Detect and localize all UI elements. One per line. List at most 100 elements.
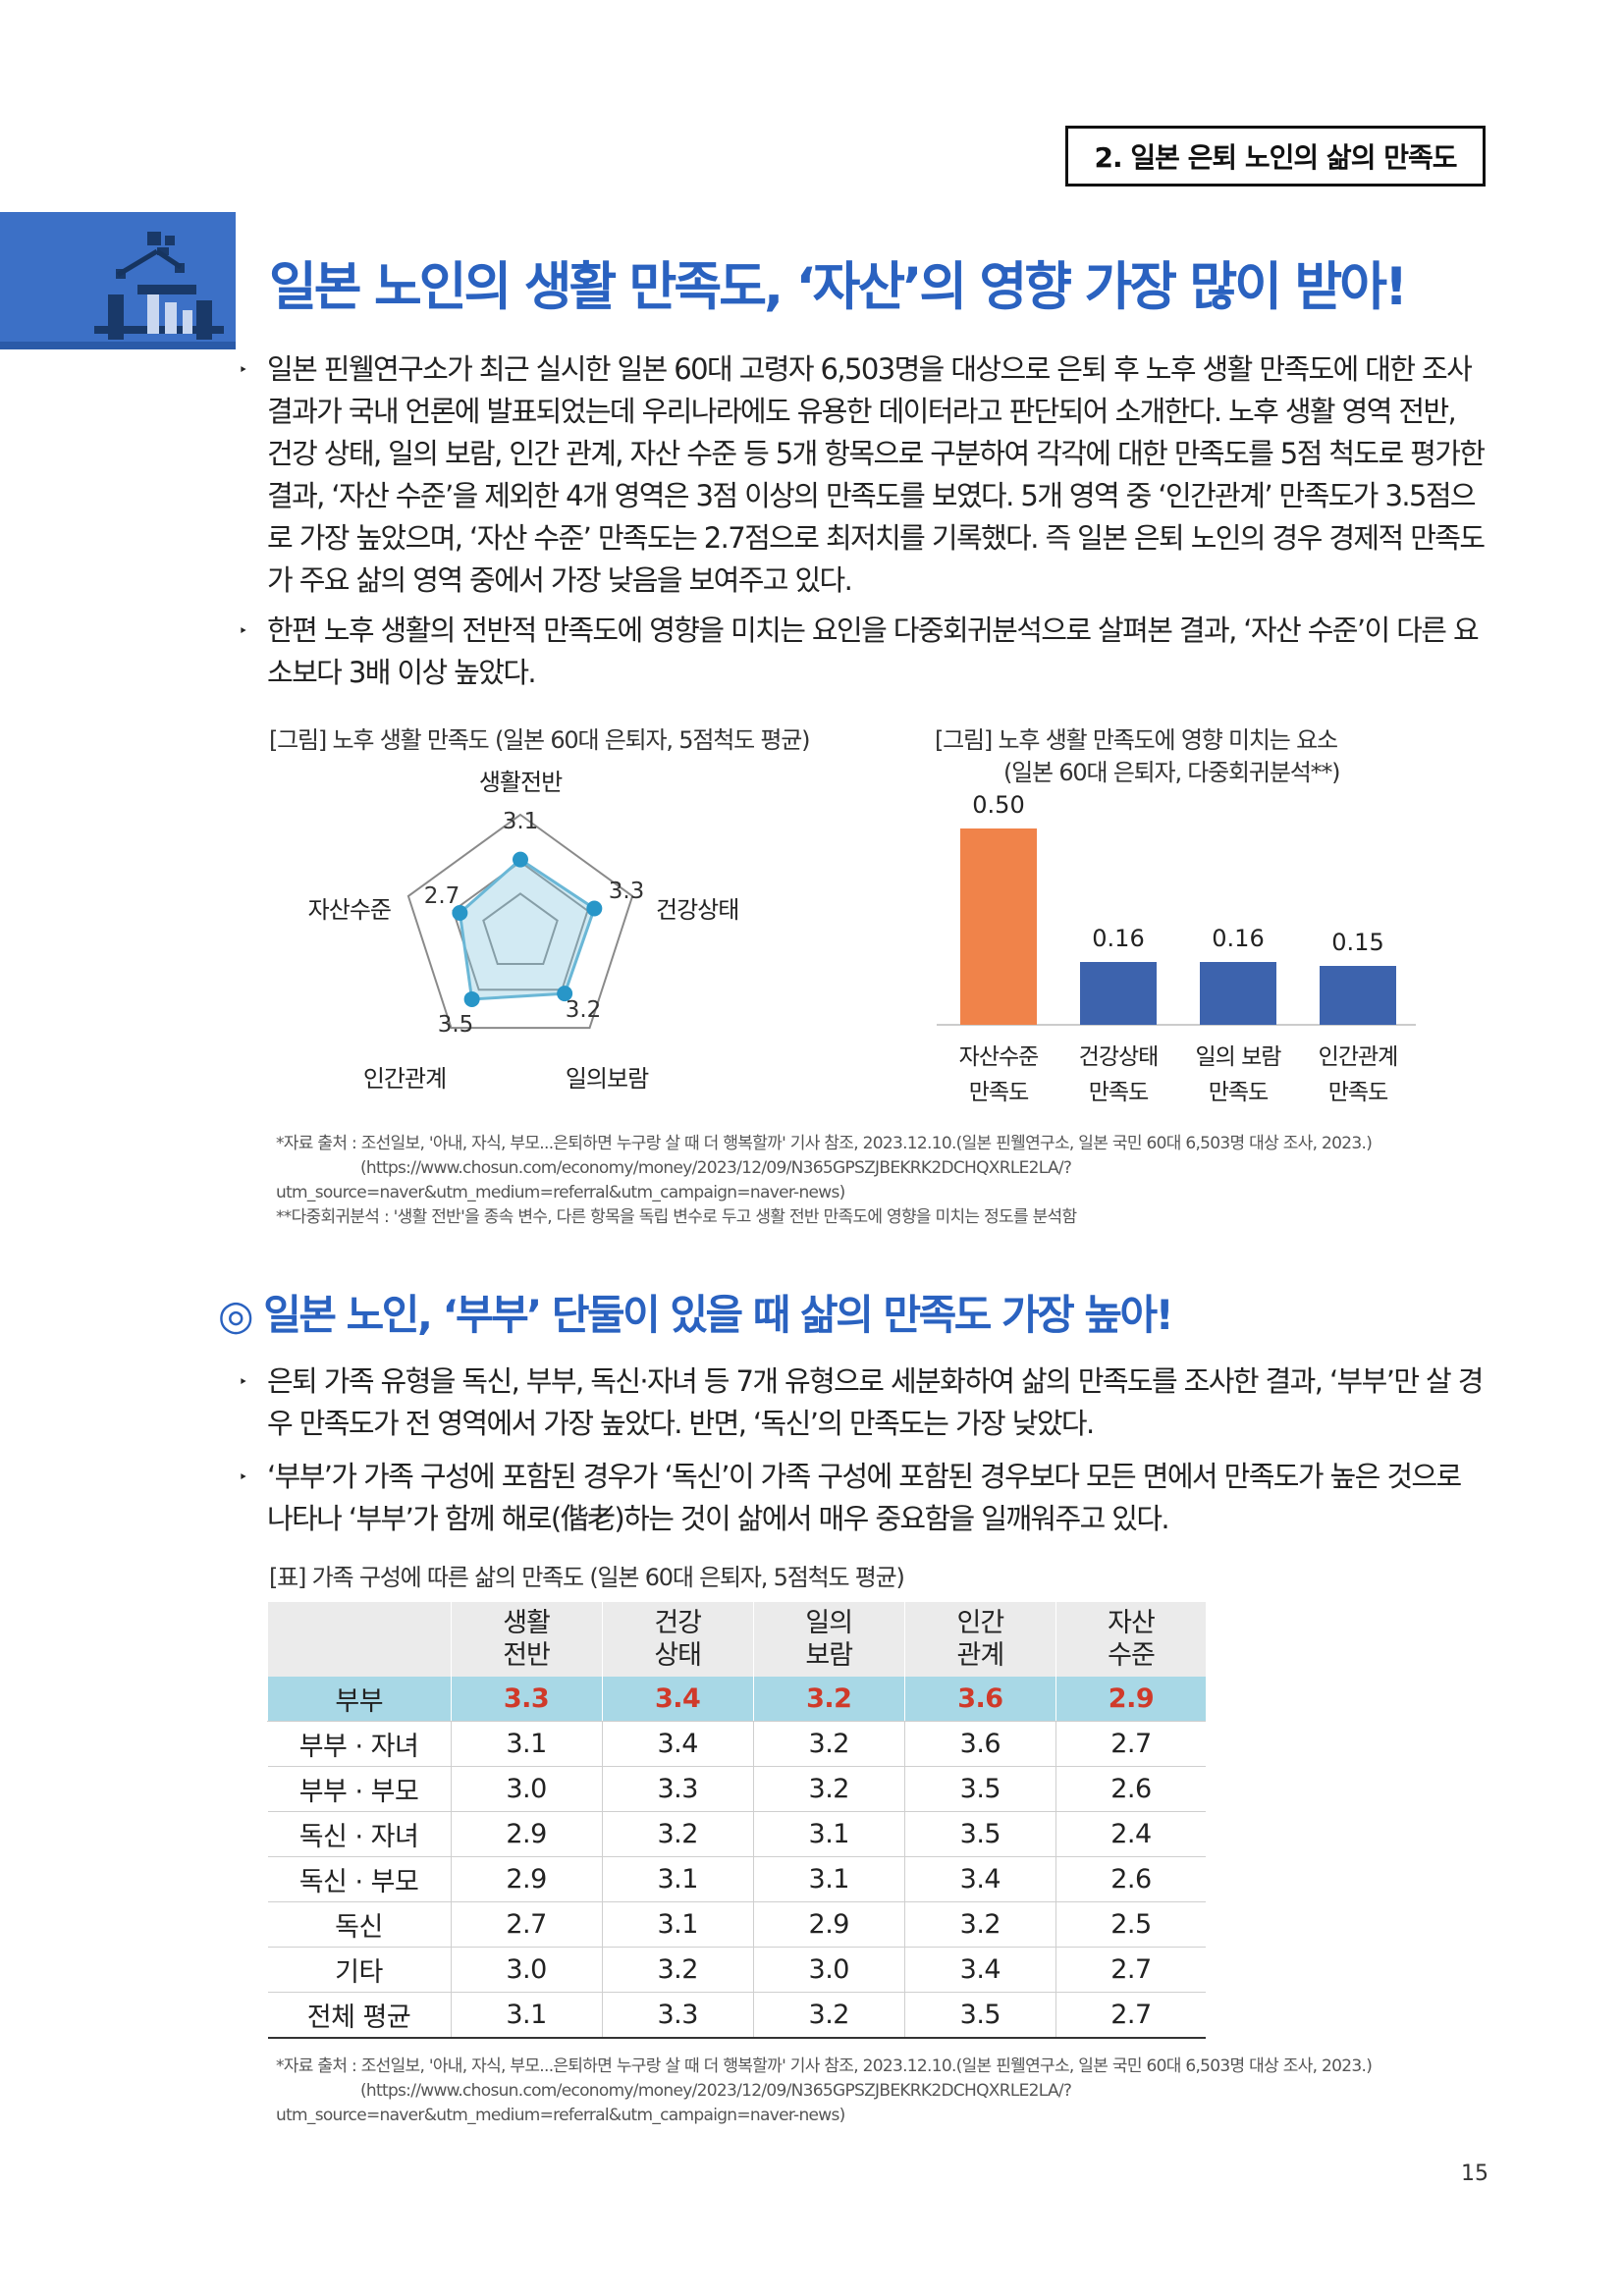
section2-bullet-2: ‣ ‘부부’가 가족 구성에 포함된 경우가 ‘독신’이 가족 구성에 포함된 …: [239, 1456, 1486, 1540]
table-header: 건강 상태: [601, 1602, 754, 1677]
radar-point: [452, 904, 468, 921]
table-row-label: 전체 평균: [267, 1992, 451, 2039]
table-cell: 3.5: [903, 1992, 1056, 2039]
table-cell: 3.0: [450, 1947, 603, 1993]
table-row: 독신 · 자녀 2.9 3.2 3.1 3.5 2.4: [267, 1811, 1206, 1857]
note-line: **다중회귀분석 : '생활 전반'을 종속 변수, 다른 항목을 독립 변수로…: [276, 1207, 1077, 1227]
bar: [1080, 962, 1157, 1025]
table-cell: 2.7: [1055, 1992, 1206, 2039]
radar-point: [557, 986, 573, 1002]
page-number: 15: [1461, 2162, 1488, 2186]
note-line: utm_source=naver&utm_medium=referral&utm…: [276, 2106, 845, 2125]
table-cell: 3.2: [752, 1766, 905, 1812]
bar-value-label: 0.16: [1212, 925, 1264, 952]
table-row-label: 부부 · 부모: [267, 1766, 451, 1812]
table-cell: 3.4: [601, 1677, 754, 1722]
source-note-2: *자료 출처 : 조선일보, '아내, 자식, 부모...은퇴하면 누구랑 살 …: [276, 2055, 1503, 2128]
table-cell: 3.4: [903, 1856, 1056, 1902]
bar: [1320, 966, 1396, 1025]
bar-category-label: 만족도: [1089, 1080, 1148, 1105]
radar-category-label: 인간관계: [363, 1065, 446, 1093]
table-cell: 3.0: [752, 1947, 905, 1993]
table-cell: 3.1: [752, 1811, 905, 1857]
table-cell: 3.5: [903, 1811, 1056, 1857]
satisfaction-table: 생활 전반 건강 상태 일의 보람 인간 관계 자산 수준 부부 3.3 3.4 3.2 3.6 2…: [267, 1602, 1206, 2039]
table-cell: 2.6: [1055, 1856, 1206, 1902]
table-cell: 3.0: [450, 1766, 603, 1812]
section2-title: ◎ 일본 노인, ‘부부’ 단둘이 있을 때 삶의 만족도 가장 높아!: [218, 1291, 1174, 1339]
table-cell: 2.7: [450, 1901, 603, 1948]
table-header-row: 생활 전반 건강 상태 일의 보람 인간 관계 자산 수준: [267, 1602, 1206, 1677]
radar-value-label: 2.7: [424, 883, 460, 909]
section1-bullet-2-text: 한편 노후 생활의 전반적 만족도에 영향을 미치는 요인을 다중회귀분석으로 …: [267, 614, 1480, 689]
table-row-label: 기타: [267, 1947, 451, 1993]
bullet-mark: ‣: [239, 1468, 247, 1486]
table-row-label: 독신 · 자녀: [267, 1811, 451, 1857]
note-line: *자료 출처 : 조선일보, '아내, 자식, 부모...은퇴하면 누구랑 살 …: [276, 2056, 1373, 2076]
radar-value-label: 3.3: [609, 879, 645, 904]
bullet-mark: ‣: [239, 1372, 247, 1391]
table-cell: 3.2: [752, 1677, 905, 1722]
note-line: utm_source=naver&utm_medium=referral&utm…: [276, 1183, 845, 1202]
source-note-1: *자료 출처 : 조선일보, '아내, 자식, 부모...은퇴하면 누구랑 살 …: [276, 1132, 1503, 1230]
bar-category-label: 인간관계: [1319, 1044, 1398, 1070]
bullet-mark: ‣: [239, 621, 247, 640]
bullet-mark: ‣: [239, 360, 247, 379]
table-cell: 2.5: [1055, 1901, 1206, 1948]
bar-value-label: 0.50: [972, 795, 1024, 819]
radar-grid-ring: [452, 860, 589, 991]
bar: [1200, 962, 1276, 1025]
table-cell: 3.4: [601, 1721, 754, 1767]
table-cell: 3.2: [903, 1901, 1056, 1948]
section2-bullet-1-text: 은퇴 가족 유형을 독신, 부부, 독신·자녀 등 7개 유형으로 세분화하여 …: [267, 1364, 1484, 1440]
table-header: 일의 보람: [752, 1602, 905, 1677]
radar-category-label: 일의보람: [566, 1065, 649, 1093]
bar-category-label: 만족도: [1328, 1080, 1387, 1105]
bar-category-label: 만족도: [969, 1080, 1028, 1105]
bar-chart-caption-line2: (일본 60대 은퇴자, 다중회귀분석**): [1003, 759, 1341, 786]
bar-value-label: 0.15: [1331, 929, 1383, 956]
section-tag: 2. 일본 은퇴 노인의 삶의 만족도: [1065, 126, 1486, 187]
table-cell: 3.6: [903, 1721, 1056, 1767]
table-row: 기타 3.0 3.2 3.0 3.4 2.7: [267, 1947, 1206, 1993]
table-cell: 2.4: [1055, 1811, 1206, 1857]
radar-point: [463, 990, 480, 1007]
note-line: (https://www.chosun.com/economy/money/20…: [360, 2081, 1072, 2101]
table-row-label: 부부: [267, 1677, 451, 1722]
table-cell: 3.2: [752, 1992, 905, 2039]
radar-value-label: 3.2: [566, 997, 602, 1023]
bar-category-label: 자산수준: [959, 1044, 1039, 1070]
section1-bullet-1: ‣ 일본 핀웰연구소가 최근 실시한 일본 60대 고령자 6,503명을 대상…: [239, 348, 1486, 602]
table-row: 부부 · 부모 3.0 3.3 3.2 3.5 2.6: [267, 1766, 1206, 1812]
table-cell: 2.7: [1055, 1947, 1206, 1993]
section1-bullet-1-text: 일본 핀웰연구소가 최근 실시한 일본 60대 고령자 6,503명을 대상으로…: [267, 352, 1486, 597]
table-caption: [표] 가족 구성에 따른 삶의 만족도 (일본 60대 은퇴자, 5점척도 평…: [269, 1564, 905, 1591]
table-header: 자산 수준: [1055, 1602, 1206, 1677]
table-cell: 3.1: [752, 1856, 905, 1902]
section1-title: 일본 노인의 생활 만족도, ‘자산’의 영향 가장 많이 받아!: [269, 257, 1408, 317]
radar-chart-caption: [그림] 노후 생활 만족도 (일본 60대 은퇴자, 5점척도 평균): [269, 726, 811, 754]
table-cell: 2.9: [1055, 1677, 1206, 1722]
table-cell: 2.9: [752, 1901, 905, 1948]
table-cell: 3.3: [601, 1766, 754, 1812]
table-cell: 2.7: [1055, 1721, 1206, 1767]
note-line: *자료 출처 : 조선일보, '아내, 자식, 부모...은퇴하면 누구랑 살 …: [276, 1134, 1373, 1153]
table-cell: 3.5: [903, 1766, 1056, 1812]
table-row-label: 독신: [267, 1901, 451, 1948]
table-row: 독신 · 부모 2.9 3.1 3.1 3.4 2.6: [267, 1856, 1206, 1902]
radar-grid-ring: [406, 813, 634, 1030]
table-cell: 3.3: [601, 1992, 754, 2039]
bar: [960, 828, 1037, 1025]
radar-point: [586, 900, 603, 917]
radar-chart: 생활전반 3.1 건강상태 3.3 일의보람 3.2 인간관계 3.5 자산수준 2.7: [308, 769, 740, 1093]
table-row: 전체 평균 3.1 3.3 3.2 3.5 2.7: [267, 1992, 1206, 2039]
radar-point: [513, 851, 528, 868]
section2-bullet-2-text: ‘부부’가 가족 구성에 포함된 경우가 ‘독신’이 가족 구성에 포함된 경우…: [267, 1460, 1462, 1535]
table-cell: 3.3: [450, 1677, 603, 1722]
table-cell: 3.1: [450, 1721, 603, 1767]
table-header: 생활 전반: [450, 1602, 603, 1677]
table-row: 부부 · 자녀 3.1 3.4 3.2 3.6 2.7: [267, 1721, 1206, 1767]
table-cell: 3.2: [752, 1721, 905, 1767]
radar-grid-ring: [482, 892, 559, 966]
